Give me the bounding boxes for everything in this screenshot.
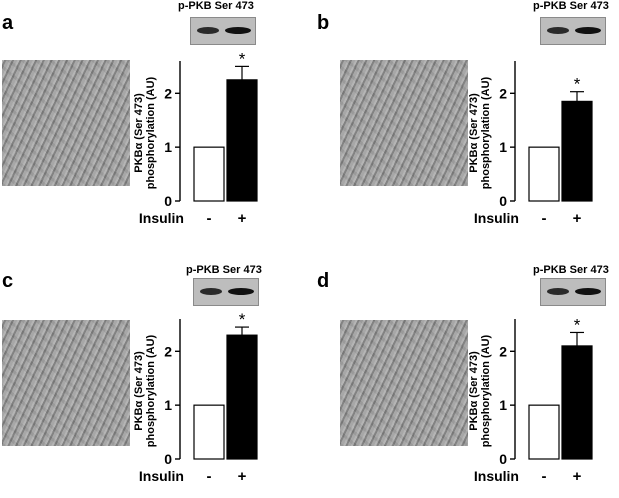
y-tick-label: 2 xyxy=(164,85,172,101)
y-axis-label-line: PKBα (Ser 473) xyxy=(133,93,145,173)
blot-title: p-PKB Ser 473 xyxy=(533,0,609,12)
y-axis-label-line: PKBα (Ser 473) xyxy=(468,93,480,173)
bar xyxy=(528,146,560,202)
blot-title: p-PKB Ser 473 xyxy=(186,264,262,276)
western-blot xyxy=(540,17,606,45)
blot-band-insulin xyxy=(575,27,601,34)
cell-micrograph xyxy=(340,320,468,446)
x-axis-label: Insulin xyxy=(139,210,184,226)
y-tick-label: 0 xyxy=(164,451,172,467)
x-axis-label: Insulin xyxy=(474,468,519,484)
panel-label: a xyxy=(2,12,14,34)
blot-band-insulin xyxy=(575,288,601,295)
blot-band-control xyxy=(197,27,219,34)
western-blot xyxy=(190,17,256,45)
bar-chart: PKBα (Ser 473) phosphorylation (AU) 0 1 2 - * +… xyxy=(133,49,258,227)
bar xyxy=(226,79,258,202)
significance-marker: * xyxy=(239,310,246,329)
western-blot xyxy=(540,278,606,306)
bar xyxy=(561,100,593,202)
blot-title: p-PKB Ser 473 xyxy=(533,264,609,276)
x-tick-label: - xyxy=(542,468,547,485)
bar-chart: PKBα (Ser 473) phosphorylation (AU) 0 1 2 - * +… xyxy=(468,315,593,485)
cell-micrograph xyxy=(340,60,468,186)
blot-band-control xyxy=(547,27,569,34)
bar xyxy=(561,345,593,460)
x-tick-label: + xyxy=(573,468,582,485)
y-tick-label: 1 xyxy=(164,397,172,413)
blot-band-insulin xyxy=(228,288,254,295)
blot-band-insulin xyxy=(225,27,251,34)
bar xyxy=(193,404,225,460)
y-tick-label: 0 xyxy=(499,193,507,209)
y-axis-label-line: phosphorylation (AU) xyxy=(480,334,492,447)
y-axis-label-line: PKBα (Ser 473) xyxy=(133,351,145,431)
x-axis-label: Insulin xyxy=(474,210,519,226)
x-tick-label: + xyxy=(238,468,247,485)
significance-marker: * xyxy=(574,75,581,94)
y-tick-label: 1 xyxy=(499,397,507,413)
y-tick-label: 0 xyxy=(164,193,172,209)
y-tick-label: 2 xyxy=(164,343,172,359)
panel-c: c p-PKB Ser 473 PKBα (Ser 473) phosphoryl… xyxy=(0,258,300,498)
x-tick-label: + xyxy=(238,210,247,227)
bar xyxy=(528,404,560,460)
panel-label: c xyxy=(2,270,14,292)
cell-micrograph xyxy=(2,320,130,446)
blot-band-control xyxy=(200,288,222,295)
y-tick-label: 1 xyxy=(499,139,507,155)
bar-chart: PKBα (Ser 473) phosphorylation (AU) 0 1 2 - * +… xyxy=(468,61,593,227)
y-axis-label-line: phosphorylation (AU) xyxy=(480,76,492,189)
y-tick-label: 1 xyxy=(164,139,172,155)
blot-title: p-PKB Ser 473 xyxy=(178,0,254,12)
bar xyxy=(193,146,225,202)
x-tick-label: - xyxy=(207,210,212,227)
bar xyxy=(226,334,258,460)
blot-band-control xyxy=(547,288,569,295)
panel-b: b p-PKB Ser 473 PKBα (Ser 473) phosphoryl… xyxy=(315,0,615,240)
panel-label: d xyxy=(317,270,330,292)
x-axis-label: Insulin xyxy=(139,468,184,484)
panel-label: b xyxy=(317,12,330,34)
x-tick-label: - xyxy=(207,468,212,485)
y-tick-label: 0 xyxy=(499,451,507,467)
western-blot xyxy=(193,278,259,306)
significance-marker: * xyxy=(239,49,246,68)
cell-micrograph xyxy=(2,60,130,186)
y-axis-label-line: phosphorylation (AU) xyxy=(145,334,157,447)
panel-a: a p-PKB Ser 473 PKBα (Ser 473) phosphoryl… xyxy=(0,0,300,240)
bar-chart: PKBα (Ser 473) phosphorylation (AU) 0 1 2 - * +… xyxy=(133,310,258,485)
significance-marker: * xyxy=(574,315,581,334)
y-axis-label-line: PKBα (Ser 473) xyxy=(468,351,480,431)
panel-d: d p-PKB Ser 473 PKBα (Ser 473) phosphoryl… xyxy=(315,258,615,498)
x-tick-label: - xyxy=(542,210,547,227)
y-tick-label: 2 xyxy=(499,343,507,359)
y-axis-label-line: phosphorylation (AU) xyxy=(145,76,157,189)
x-tick-label: + xyxy=(573,210,582,227)
y-tick-label: 2 xyxy=(499,85,507,101)
